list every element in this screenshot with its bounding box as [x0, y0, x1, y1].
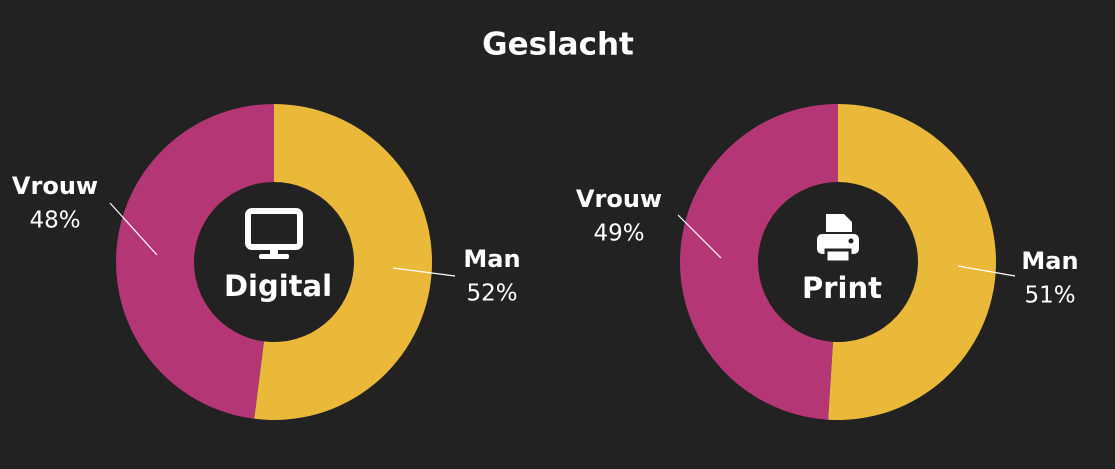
- page-title: Geslacht: [482, 27, 634, 63]
- slice-value-label: 48%: [29, 208, 80, 234]
- monitor-icon: [245, 208, 303, 259]
- slice-value-label: 52%: [466, 281, 517, 307]
- leader-line: [109, 202, 158, 256]
- slice-value-label: 49%: [593, 221, 644, 247]
- slice-category: Man: [1021, 247, 1078, 275]
- charts: Man 52% Vrouw 48% Digital Man 51% Vrouw 49% Print: [12, 104, 1079, 421]
- leader-line: [677, 214, 722, 259]
- leader-line: [957, 265, 1016, 277]
- slice-category: Vrouw: [576, 185, 662, 213]
- donut-slice: [679, 104, 838, 420]
- center-label: Digital: [224, 269, 332, 303]
- slice-category: Man: [463, 245, 520, 273]
- donut-slice: [254, 104, 432, 420]
- donut-slice: [115, 104, 274, 419]
- slice-category: Vrouw: [12, 172, 98, 200]
- printer-icon: [817, 214, 859, 264]
- slice-value-label: 51%: [1024, 283, 1075, 309]
- donut-slice: [828, 104, 996, 421]
- center-label: Print: [802, 271, 882, 305]
- leader-line: [392, 267, 456, 277]
